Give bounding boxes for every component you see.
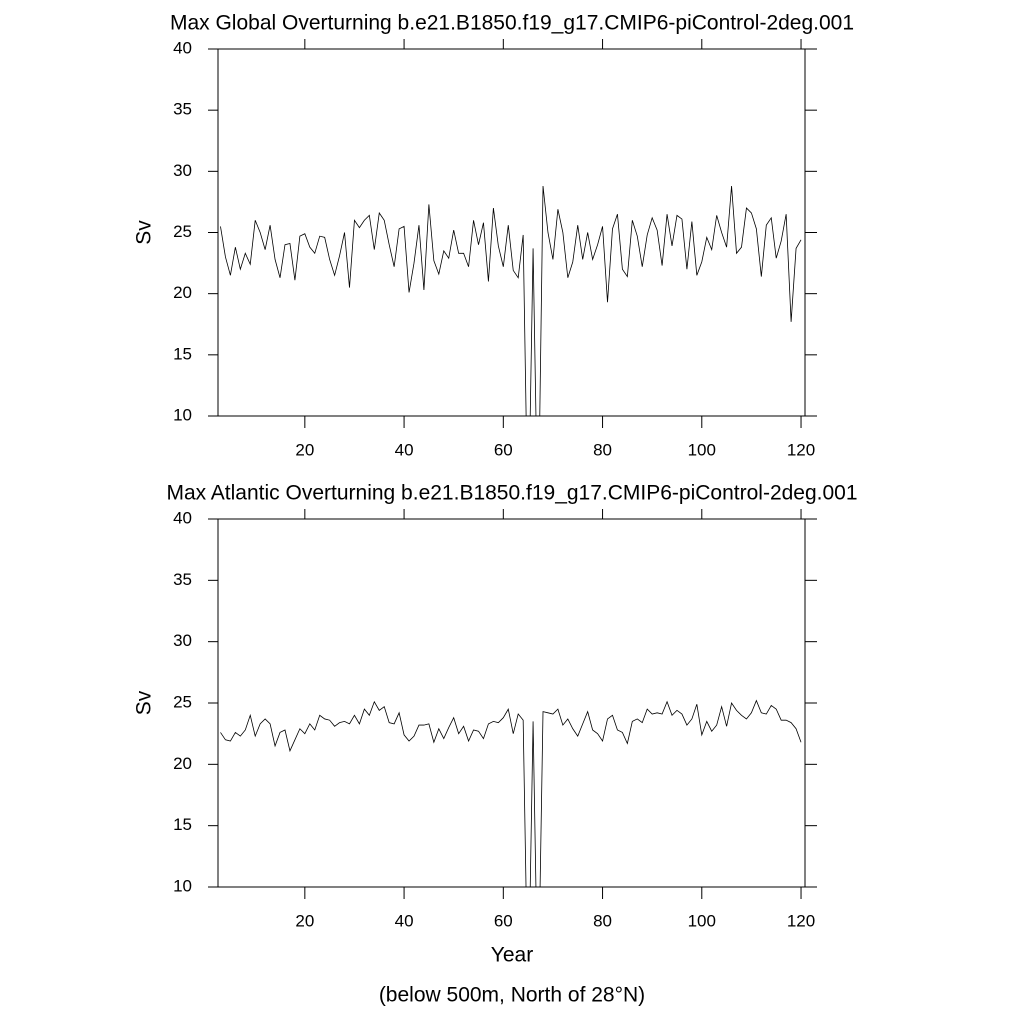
x-tick-label: 40 bbox=[395, 440, 414, 459]
data-line bbox=[220, 699, 802, 887]
x-tick-label: 100 bbox=[688, 911, 716, 930]
y-tick-label: 40 bbox=[173, 38, 192, 57]
x-tick-label: 20 bbox=[295, 440, 314, 459]
y-tick-label: 20 bbox=[173, 754, 192, 773]
y-axis-label: Sv bbox=[133, 220, 156, 245]
x-tick-label: 80 bbox=[593, 911, 612, 930]
y-axis-label: Sv bbox=[133, 690, 156, 715]
x-tick-label: 40 bbox=[395, 911, 414, 930]
y-tick-label: 30 bbox=[173, 161, 192, 180]
plot-frame bbox=[217, 48, 806, 417]
y-tick-label: 25 bbox=[173, 222, 192, 241]
y-tick-label: 15 bbox=[173, 815, 192, 834]
x-tick-label: 60 bbox=[494, 440, 513, 459]
y-tick-label: 10 bbox=[173, 405, 192, 424]
x-tick-label: 80 bbox=[593, 440, 612, 459]
plot-frame bbox=[217, 518, 806, 888]
y-tick-label: 35 bbox=[173, 570, 192, 589]
x-tick-label: 20 bbox=[295, 911, 314, 930]
y-tick-label: 20 bbox=[173, 283, 192, 302]
x-axis-label: Year bbox=[491, 944, 533, 967]
chart-title: Max Atlantic Overturning b.e21.B1850.f19… bbox=[166, 482, 857, 505]
y-tick-label: 25 bbox=[173, 692, 192, 711]
y-tick-label: 40 bbox=[173, 508, 192, 527]
caption: (below 500m, North of 28°N) bbox=[379, 984, 645, 1007]
data-line bbox=[220, 185, 802, 416]
y-tick-label: 30 bbox=[173, 631, 192, 650]
x-tick-label: 100 bbox=[688, 440, 716, 459]
y-tick-label: 15 bbox=[173, 344, 192, 363]
x-tick-label: 120 bbox=[787, 911, 815, 930]
y-tick-label: 10 bbox=[173, 876, 192, 895]
x-tick-label: 120 bbox=[787, 440, 815, 459]
y-tick-label: 35 bbox=[173, 100, 192, 119]
x-tick-label: 60 bbox=[494, 911, 513, 930]
chart-title: Max Global Overturning b.e21.B1850.f19_g… bbox=[170, 12, 854, 35]
